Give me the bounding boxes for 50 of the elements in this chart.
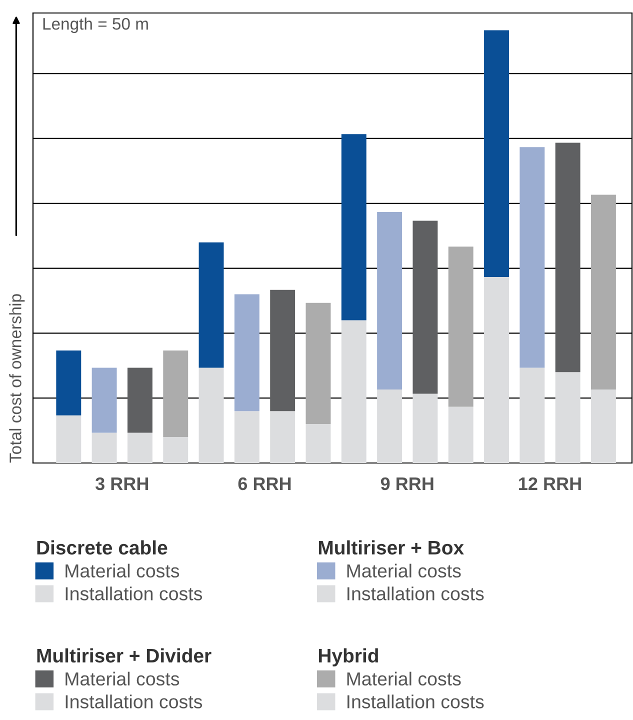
bar bbox=[56, 415, 82, 463]
bar bbox=[341, 134, 366, 320]
bar bbox=[92, 368, 117, 433]
bar bbox=[377, 389, 402, 463]
legend-label: Material costs bbox=[347, 672, 461, 686]
legend-label: Installation costs bbox=[66, 586, 202, 600]
bar bbox=[234, 294, 260, 412]
bar bbox=[127, 368, 152, 433]
text: Hybrid bbox=[318, 648, 378, 666]
bar bbox=[484, 30, 509, 277]
legend-label: Material costs bbox=[347, 564, 461, 578]
x-tick-label: 3 RRH bbox=[95, 477, 148, 490]
legend-label: Installation costs bbox=[66, 694, 202, 708]
bar bbox=[163, 437, 188, 463]
bar bbox=[377, 212, 402, 390]
legend-label: Material costs bbox=[66, 564, 180, 578]
bar bbox=[198, 242, 224, 368]
bar bbox=[198, 368, 224, 463]
bar bbox=[163, 350, 188, 438]
bar bbox=[270, 411, 296, 463]
bar bbox=[306, 302, 331, 424]
bar bbox=[234, 411, 260, 463]
legend-label: Material costs bbox=[66, 672, 180, 686]
bar bbox=[448, 406, 474, 463]
bar bbox=[306, 424, 331, 463]
bar bbox=[590, 194, 616, 390]
bar bbox=[555, 372, 580, 463]
legend-label: Installation costs bbox=[348, 586, 484, 600]
legend-label: Installation costs bbox=[348, 694, 484, 708]
bar bbox=[448, 246, 474, 407]
bar bbox=[341, 320, 366, 463]
x-tick-label: 9 RRH bbox=[380, 477, 434, 490]
bar bbox=[56, 350, 82, 416]
bar bbox=[412, 220, 438, 394]
bar bbox=[270, 290, 296, 412]
bar bbox=[412, 394, 438, 463]
text: Multiriser + Box bbox=[318, 540, 464, 555]
bar bbox=[92, 432, 117, 463]
x-tick-label: 12 RRH bbox=[519, 477, 581, 490]
bar bbox=[127, 432, 152, 463]
text: Discrete cable bbox=[37, 540, 168, 555]
bar bbox=[590, 389, 616, 463]
bar bbox=[520, 368, 545, 463]
annotation: Length = 50 m bbox=[43, 18, 148, 34]
y-axis-title: Total cost of ownership bbox=[9, 294, 25, 463]
text: Multiriser + Divider bbox=[37, 648, 212, 663]
x-tick-label: 6 RRH bbox=[238, 477, 291, 490]
bar bbox=[484, 276, 509, 463]
bar bbox=[520, 147, 545, 368]
bar bbox=[555, 142, 580, 372]
